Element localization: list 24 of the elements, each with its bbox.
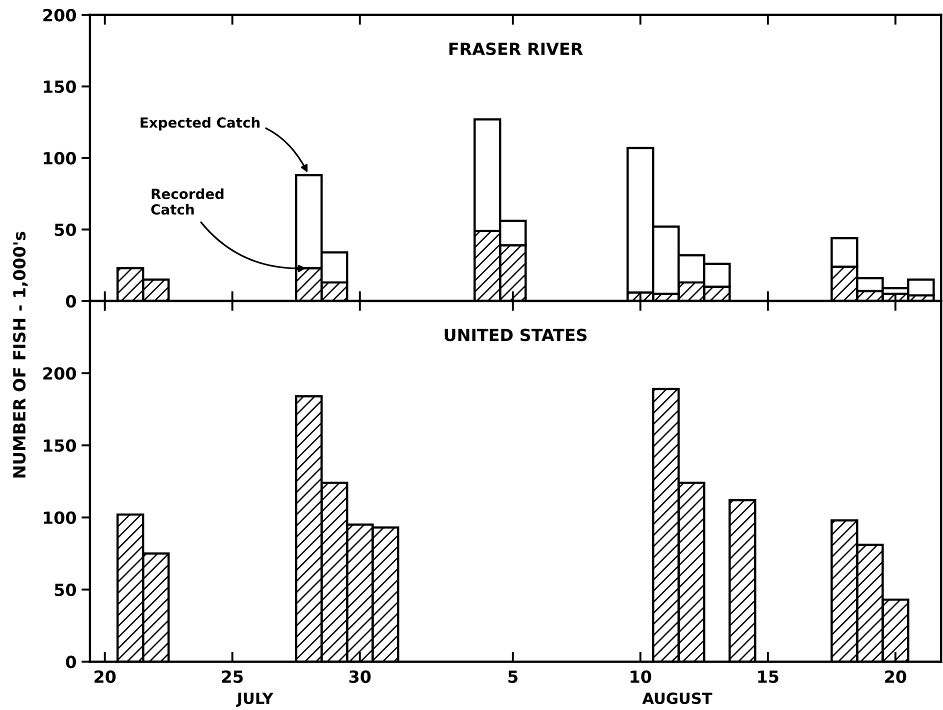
y-tick-label: 100 [44, 152, 76, 165]
x-tick-label: 25 [222, 670, 243, 683]
x-tick-label: 10 [630, 670, 652, 683]
y-tick-label: 150 [44, 439, 76, 452]
y-tick-label: 50 [54, 584, 76, 596]
y-tick-label: 150 [44, 80, 76, 94]
y-axis-title: NUMBER OF FISH - 1,000's [12, 232, 28, 478]
x-tick-label: 20 [885, 670, 906, 683]
y-tick-label: 100 [44, 511, 76, 524]
y-tick-label: 200 [43, 367, 76, 380]
y-tick-label: 200 [43, 8, 76, 22]
y-tick-label: 0 [66, 656, 76, 668]
annotation: Expected Catch [140, 117, 260, 130]
x-tick-label: 30 [349, 670, 371, 683]
text: JULY [236, 692, 274, 707]
text: FRASER RIVER [449, 42, 583, 56]
x-tick-label: 15 [758, 670, 778, 683]
text: AUGUST [642, 692, 712, 704]
y-tick-label: 50 [54, 223, 76, 236]
x-tick-label: 5 [508, 670, 518, 683]
y-tick-label: 0 [66, 295, 76, 308]
x-tick-label: 20 [94, 670, 116, 683]
annotation: Recorded Catch [151, 188, 224, 215]
text: UNITED STATES [444, 328, 587, 342]
